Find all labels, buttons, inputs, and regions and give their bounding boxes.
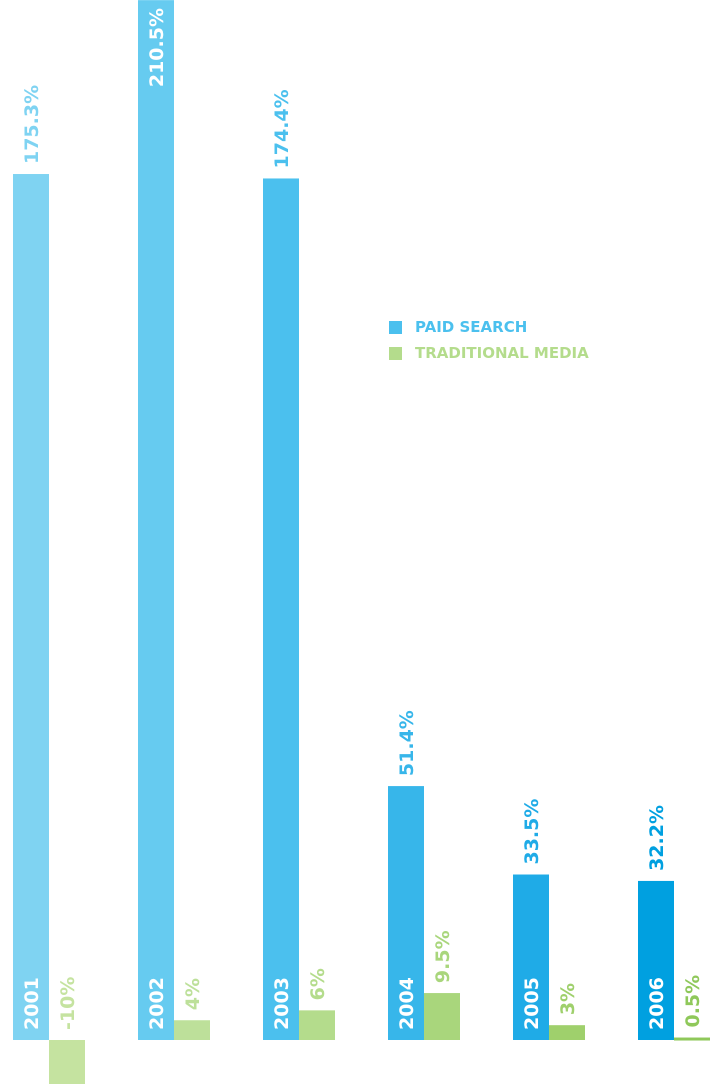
bar-traditional-media-2002	[174, 1020, 210, 1040]
value-label-paid-search-2006: 32.2%	[646, 805, 668, 871]
value-label-traditional-media-2004: 9.5%	[432, 930, 454, 983]
bar-paid-search-2004	[388, 786, 424, 1040]
legend-swatch-paid-search	[389, 320, 402, 334]
value-label-traditional-media-2001: -10%	[57, 977, 79, 1030]
legend-item-paid-search: PAID SEARCH	[389, 314, 589, 340]
bar-paid-search-2003	[263, 178, 299, 1041]
year-label-2006: 2006	[646, 977, 668, 1030]
year-label-2002: 2002	[146, 977, 168, 1030]
bar-paid-search-2006	[638, 880, 674, 1040]
year-label-2005: 2005	[521, 977, 543, 1030]
chart-legend: PAID SEARCH TRADITIONAL MEDIA	[389, 314, 589, 366]
year-label-2003: 2003	[271, 977, 293, 1030]
value-label-paid-search-2001: 175.3%	[21, 85, 43, 164]
year-label-2004: 2004	[396, 977, 418, 1030]
value-label-traditional-media-2002: 4%	[182, 978, 204, 1010]
legend-item-traditional-media: TRADITIONAL MEDIA	[389, 340, 589, 366]
value-label-paid-search-2004: 51.4%	[396, 710, 418, 776]
value-label-traditional-media-2006: 0.5%	[682, 975, 704, 1028]
bar-paid-search-2005	[513, 874, 549, 1040]
legend-swatch-traditional-media	[389, 346, 402, 360]
value-label-traditional-media-2005: 3%	[557, 983, 579, 1015]
bar-paid-search-2001	[13, 174, 49, 1040]
legend-label-traditional-media: TRADITIONAL MEDIA	[415, 344, 589, 362]
bar-traditional-media-2005	[549, 1025, 585, 1040]
value-label-paid-search-2002: 210.5%	[146, 8, 168, 87]
year-label-2001: 2001	[21, 977, 43, 1030]
bar-paid-search-2002	[138, 0, 174, 1040]
legend-label-paid-search: PAID SEARCH	[415, 318, 528, 336]
value-label-traditional-media-2003: 6%	[307, 968, 329, 1000]
bar-traditional-media-2004	[424, 993, 460, 1040]
value-label-paid-search-2005: 33.5%	[521, 799, 543, 865]
value-label-paid-search-2003: 174.4%	[271, 89, 293, 168]
bar-traditional-media-2003	[299, 1010, 335, 1040]
bar-traditional-media-2001	[49, 1040, 85, 1084]
bar-traditional-media-2006	[674, 1037, 710, 1041]
